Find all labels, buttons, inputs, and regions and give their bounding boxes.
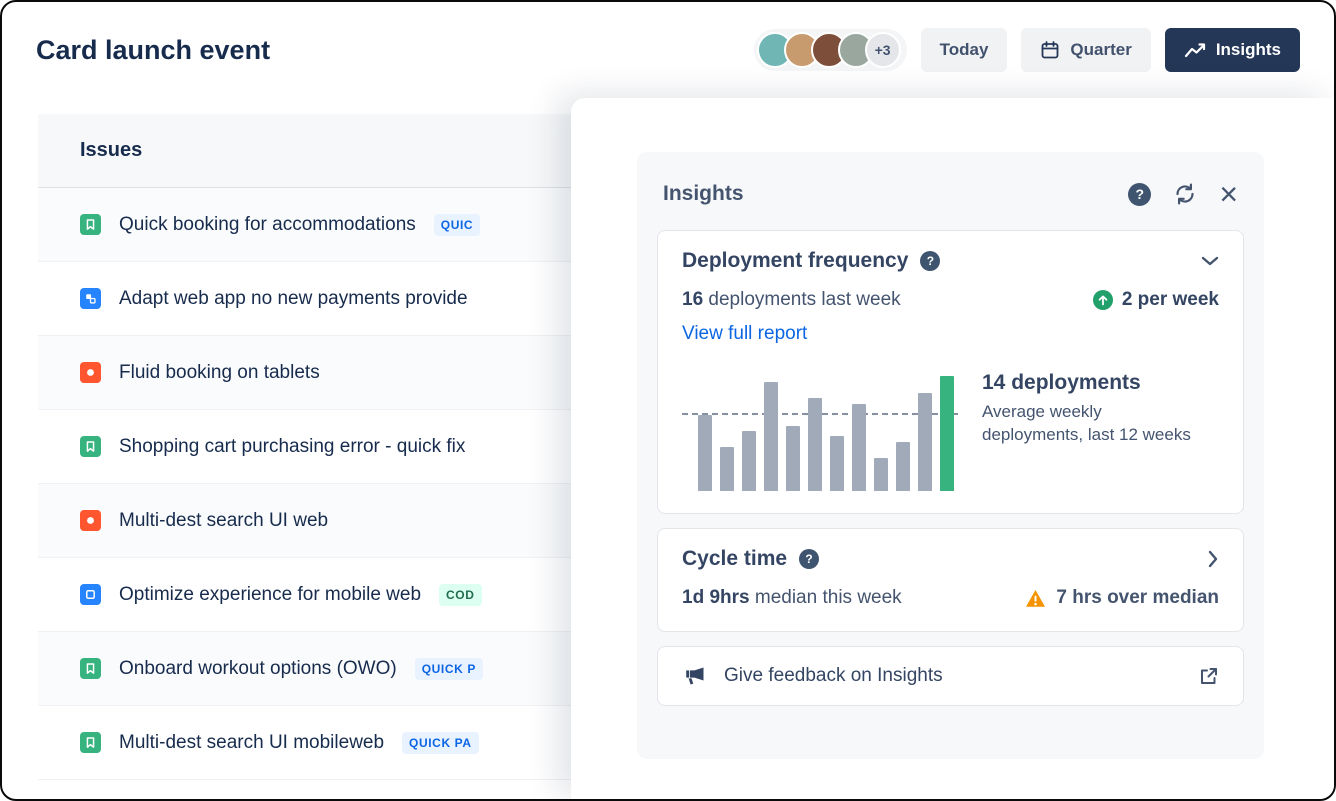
bar: [742, 431, 756, 491]
bar: [786, 426, 800, 491]
bar: [896, 442, 910, 491]
cycle-card-header: Cycle time ?: [682, 547, 1219, 571]
close-icon[interactable]: ×: [1219, 176, 1238, 212]
external-link-icon[interactable]: [1198, 666, 1219, 687]
bar-current-week: [940, 376, 954, 491]
story-icon: [86, 737, 95, 748]
insights-panel-header: Insights ? ×: [637, 152, 1264, 230]
chevron-right-icon[interactable]: [1207, 550, 1219, 568]
cycle-stat: 1d 9hrs median this week: [682, 587, 902, 609]
view-full-report-link[interactable]: View full report: [682, 323, 808, 344]
issue-type-icon: [80, 584, 101, 605]
bar: [852, 404, 866, 491]
cycle-stat-row: 1d 9hrs median this week 7 hrs over medi…: [682, 587, 1219, 609]
annotation-label: Average weekly deployments, last 12 week…: [982, 402, 1191, 444]
issue-label: Fluid booking on tablets: [119, 361, 320, 383]
insights-panel-actions: ? ×: [1128, 178, 1238, 210]
issue-type-icon: [80, 362, 101, 383]
insights-button-label: Insights: [1215, 40, 1281, 59]
story-icon: [86, 663, 95, 674]
help-icon[interactable]: ?: [1128, 182, 1152, 206]
issue-label: Adapt web app no new payments provide: [119, 287, 468, 309]
issue-label: Multi-dest search UI web: [119, 509, 329, 531]
page-title: Card launch event: [36, 34, 271, 65]
annotation-value: 14 deployments: [982, 371, 1141, 394]
bar: [720, 447, 734, 491]
cycle-warning: 7 hrs over median: [1025, 587, 1219, 609]
bar: [808, 398, 822, 491]
deployment-stat-row: 16 deployments last week 2 per week: [682, 289, 1219, 311]
issue-badge: QUICK P: [414, 657, 483, 680]
story-icon: [86, 219, 95, 230]
deployment-bar-chart: [682, 371, 958, 491]
insights-panel-title: Insights: [663, 182, 744, 205]
avatar-group[interactable]: +3: [753, 29, 907, 71]
bar: [830, 436, 844, 491]
bar: [918, 393, 932, 491]
refresh-icon[interactable]: [1173, 182, 1197, 206]
issue-badge: QUICK PA: [402, 731, 479, 754]
deployment-stat-value: 16: [682, 289, 704, 310]
issue-type-icon: [80, 436, 101, 457]
megaphone-icon: [682, 665, 706, 687]
bar: [698, 415, 712, 491]
feedback-label: Give feedback on Insights: [724, 665, 943, 686]
header-controls: +3 Today Quarter Insights: [753, 28, 1300, 72]
deployment-frequency-card: Deployment frequency ? 16 deployments la…: [657, 230, 1244, 514]
issue-badge: QUIC: [433, 213, 481, 236]
insights-panel: Insights ? × Deployment frequency: [637, 152, 1264, 759]
today-button[interactable]: Today: [920, 28, 1008, 72]
issue-type-icon: [80, 510, 101, 531]
chart-annotation: 14 deployments Average weekly deployment…: [982, 371, 1207, 447]
cycle-stat-value: 1d 9hrs: [682, 587, 750, 608]
quarter-button-label: Quarter: [1070, 40, 1132, 59]
issue-label: Multi-dest search UI mobileweb: [119, 731, 385, 753]
story-icon: [86, 441, 95, 452]
trend-chart-icon: [1184, 41, 1206, 59]
deployment-chart-row: 14 deployments Average weekly deployment…: [682, 371, 1219, 491]
issue-label: Shopping cart purchasing error - quick f…: [119, 435, 466, 457]
today-button-label: Today: [939, 40, 989, 59]
deployment-card-header: Deployment frequency ?: [682, 249, 1219, 273]
warning-icon: [1025, 589, 1046, 608]
issue-type-icon: [80, 658, 101, 679]
task-icon: [86, 590, 95, 599]
trend-up-icon: [1092, 290, 1113, 310]
app-header: Card launch event +3 Today Quarter: [2, 2, 1334, 98]
cycle-stat-label: median this week: [754, 587, 902, 608]
deployment-trend: 2 per week: [1092, 289, 1219, 311]
bar: [764, 382, 778, 491]
issue-badge: COD: [439, 583, 482, 606]
help-icon[interactable]: ?: [799, 549, 820, 569]
deployment-card-title: Deployment frequency: [682, 249, 909, 272]
deployment-stat: 16 deployments last week: [682, 289, 901, 311]
issue-label: Onboard workout options (OWO): [119, 657, 397, 679]
subtask-icon: [86, 294, 96, 304]
chevron-down-icon[interactable]: [1201, 255, 1219, 267]
avatar-overflow-badge[interactable]: +3: [864, 32, 901, 68]
insights-overlay: Insights ? × Deployment frequency: [571, 98, 1334, 799]
bug-icon: [87, 517, 94, 524]
cycle-time-card: Cycle time ? 1d 9hrs median this week: [657, 528, 1244, 632]
calendar-icon: [1040, 40, 1060, 60]
feedback-card[interactable]: Give feedback on Insights: [657, 646, 1244, 706]
quarter-button[interactable]: Quarter: [1021, 28, 1151, 72]
issue-type-icon: [80, 214, 101, 235]
cycle-card-title: Cycle time: [682, 547, 788, 570]
bar: [874, 458, 888, 491]
bug-icon: [87, 369, 94, 376]
deployment-stat-label: deployments last week: [708, 289, 901, 310]
issue-type-icon: [80, 288, 101, 309]
deployment-trend-label: 2 per week: [1121, 289, 1219, 310]
issue-type-icon: [80, 732, 101, 753]
issue-label: Optimize experience for mobile web: [119, 583, 422, 605]
issue-label: Quick booking for accommodations: [119, 213, 416, 235]
insights-button[interactable]: Insights: [1164, 28, 1300, 72]
cycle-warning-label: 7 hrs over median: [1056, 587, 1219, 608]
help-icon[interactable]: ?: [920, 251, 941, 271]
